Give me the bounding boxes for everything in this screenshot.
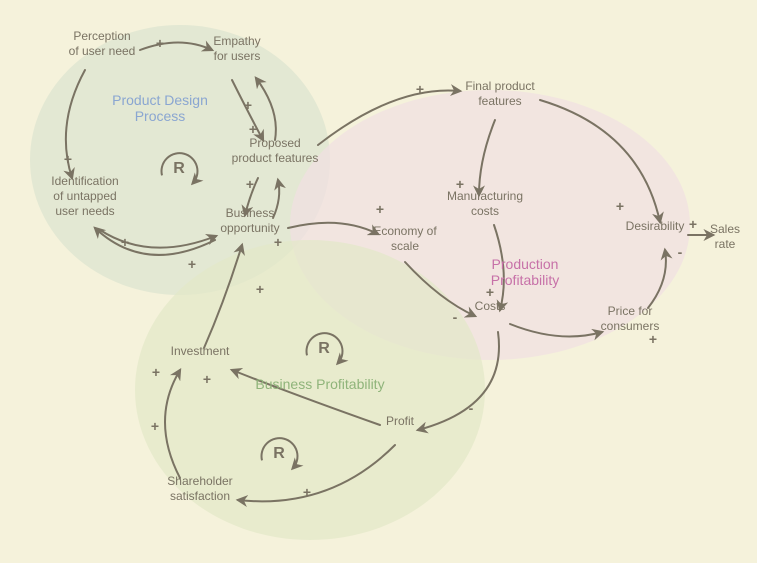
region-label-production-profitability: ProductionProfitability	[455, 256, 595, 288]
diagram-svg	[0, 0, 757, 563]
loop-label-2: R	[269, 445, 289, 463]
loop-label-1: R	[314, 340, 334, 358]
loop-label-0: R	[169, 160, 189, 178]
region-label-business-profitability: Business Profitability	[250, 376, 390, 392]
region-label-product-design: Product DesignProcess	[90, 92, 230, 124]
